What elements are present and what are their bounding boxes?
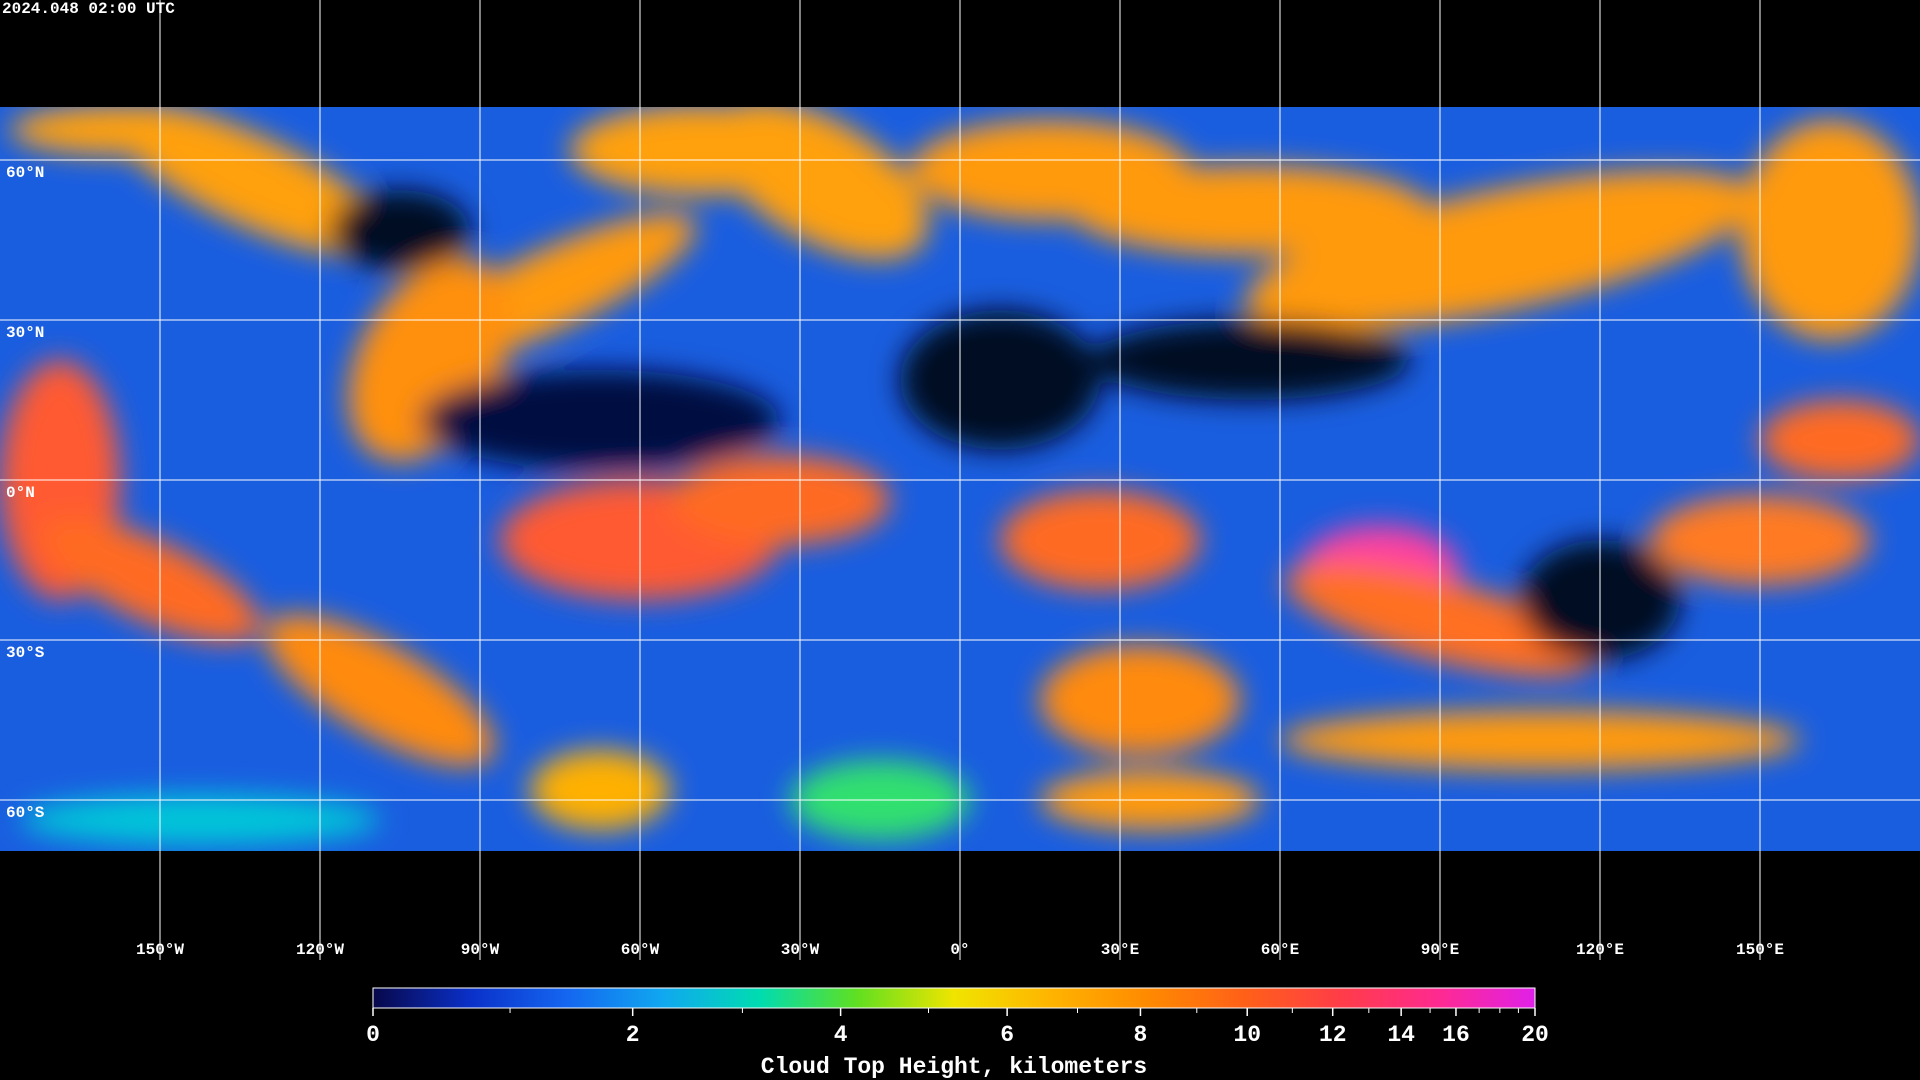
meridian-label: 60°E	[1261, 941, 1299, 959]
colorbar-tick-label: 16	[1442, 1022, 1470, 1048]
parallel-label: 30°S	[6, 644, 45, 662]
colorbar-tick-label: 12	[1319, 1022, 1347, 1048]
meridian-label: 30°E	[1101, 941, 1139, 959]
parallel-label: 60°N	[6, 164, 44, 182]
timestamp: 2024.048 02:00 UTC	[2, 0, 175, 18]
colorbar-tick-label: 10	[1233, 1022, 1261, 1048]
colorbar-tick-label: 20	[1521, 1022, 1549, 1048]
meridian-label: 150°E	[1736, 941, 1784, 959]
meridian-label: 120°W	[296, 941, 344, 959]
meridian-label: 90°W	[461, 941, 500, 959]
colorbar-tick-label: 8	[1134, 1022, 1148, 1048]
colorbar-title: Cloud Top Height, kilometers	[761, 1054, 1147, 1080]
colorbar-ramp	[372, 987, 1536, 1009]
parallel-label: 0°N	[6, 484, 35, 502]
meridian-label: 60°W	[621, 941, 660, 959]
colorbar-tick-label: 6	[1000, 1022, 1014, 1048]
parallel-label: 60°S	[6, 804, 45, 822]
colorbar-tick-label: 0	[366, 1022, 380, 1048]
colorbar-tick-label: 2	[626, 1022, 640, 1048]
meridian-label: 120°E	[1576, 941, 1624, 959]
meridian-label: 90°E	[1421, 941, 1459, 959]
meridian-label: 30°W	[781, 941, 820, 959]
graticule: 150°W 120°W 90°W 60°W 30°W 0° 30°E 60°E 90°E 120°…	[0, 0, 1920, 960]
colorbar: 0 2 4 6 8 10 12 14 16 20 Cloud Top Height, kilomet…	[366, 987, 1549, 1080]
meridian-label: 150°W	[136, 941, 184, 959]
meridian-label: 0°	[950, 941, 969, 959]
colorbar-tick-label: 14	[1387, 1022, 1415, 1048]
colorbar-tick-label: 4	[834, 1022, 848, 1048]
parallel-label: 30°N	[6, 324, 44, 342]
